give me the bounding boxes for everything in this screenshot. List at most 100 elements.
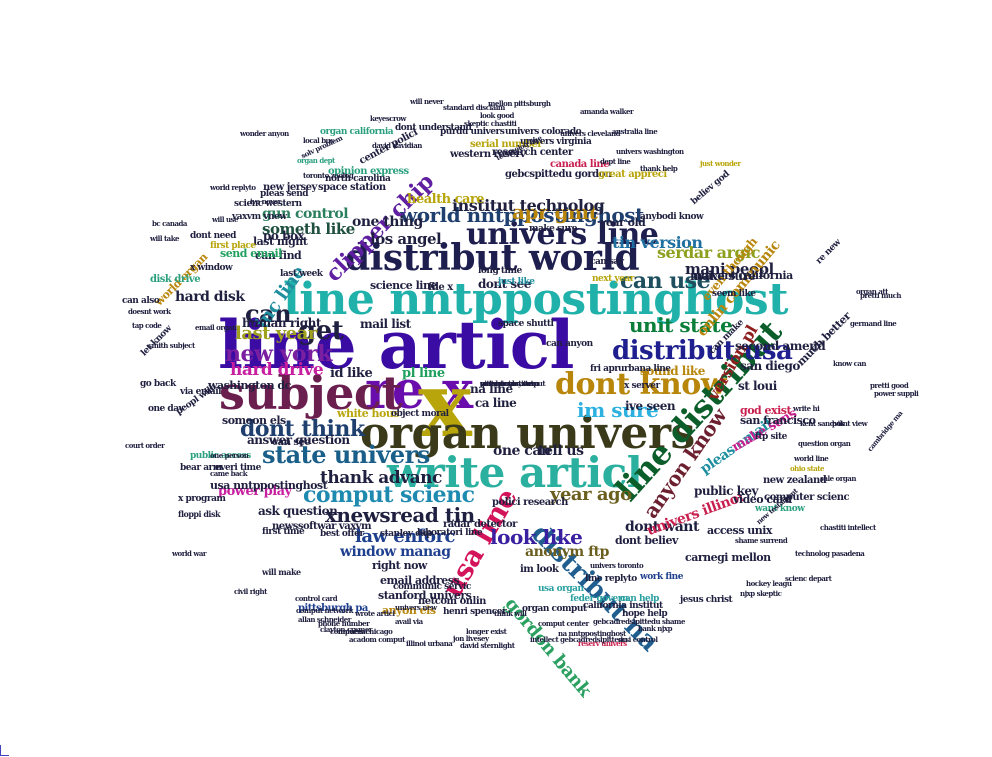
cloud-word: bank njxp xyxy=(638,624,673,633)
cloud-word: reserv univers xyxy=(578,639,627,648)
cloud-word: pl line xyxy=(402,366,445,381)
cloud-word: univers virginia xyxy=(520,137,592,147)
cloud-word: stanley cup xyxy=(380,529,432,539)
cloud-word: can use xyxy=(620,268,711,294)
cloud-word: los angel xyxy=(370,230,442,248)
cloud-word: last year xyxy=(235,323,317,344)
cloud-word: scienc depart xyxy=(785,574,832,583)
cloud-word: radar detector xyxy=(443,519,517,530)
cloud-word: hard drive xyxy=(230,360,324,380)
cloud-word: dont need xyxy=(190,231,236,241)
cloud-word: god exist xyxy=(740,404,792,417)
cloud-word: year old xyxy=(600,216,646,229)
cloud-word: last night xyxy=(253,235,308,248)
cloud-word: vaxvm vnew xyxy=(232,212,287,222)
cloud-word: scsi control xyxy=(618,635,658,644)
cloud-word: file x xyxy=(428,282,453,293)
cloud-word: white hous xyxy=(337,407,400,420)
cloud-word: amanda walker xyxy=(580,107,634,116)
cloud-word: newssoftwar vaxvm xyxy=(272,521,372,532)
cloud-word: pretti much xyxy=(860,291,901,300)
cloud-word: institut technolog xyxy=(452,196,605,215)
cloud-word: just like xyxy=(498,277,535,287)
cloud-word: feder govern xyxy=(570,594,629,604)
cloud-word: allan schneider xyxy=(298,615,351,624)
cloud-word: georgia institut xyxy=(480,379,534,388)
cloud-word: comput network xyxy=(296,606,354,615)
cloud-word: avail via xyxy=(395,617,423,626)
cloud-word: first place xyxy=(210,241,256,251)
cloud-word: san diego xyxy=(740,359,800,373)
cloud-word: new zealand xyxy=(763,475,827,486)
cloud-word: question organ xyxy=(798,439,851,448)
cloud-word: new jersey xyxy=(263,182,317,193)
cloud-word: serial number xyxy=(470,139,543,150)
cloud-word: can also xyxy=(122,296,160,306)
cloud-word: space station xyxy=(318,182,386,193)
cloud-word: gebcadredslpittedu shame xyxy=(593,617,685,626)
cloud-word: longer exist xyxy=(466,627,507,636)
cloud-word: subject xyxy=(219,366,403,420)
cloud-word: control card xyxy=(295,594,338,603)
cloud-word: just wonder xyxy=(700,159,741,168)
cloud-word: world line xyxy=(794,454,829,463)
cloud-word: email organ xyxy=(195,323,237,332)
cloud-word: one day xyxy=(148,404,184,414)
cloud-word: ftp site xyxy=(755,432,787,442)
cloud-word: health care xyxy=(407,192,485,207)
cloud-word: dont believ xyxy=(615,534,678,547)
cloud-word: will use xyxy=(212,215,238,224)
cloud-word: njxp skeptic xyxy=(740,589,782,598)
cloud-word: write hi xyxy=(793,404,820,413)
cloud-word: power play xyxy=(218,484,292,499)
cloud-word: mellon pittsburgh xyxy=(488,99,551,108)
cloud-word: will never xyxy=(410,97,444,106)
cloud-word: right now xyxy=(372,559,427,572)
cloud-word: fri apr xyxy=(590,364,619,374)
cloud-word: ca line xyxy=(475,396,517,410)
cloud-word: jesus christ xyxy=(680,595,733,605)
cloud-word: st loui xyxy=(738,379,777,393)
cloud-word: one thing xyxy=(352,214,423,230)
cloud-word: usa organ xyxy=(538,584,584,594)
cloud-word: one person xyxy=(210,451,249,460)
cloud-word: po box xyxy=(263,229,305,243)
cloud-word: thank advanc xyxy=(320,468,442,488)
cloud-word: ohio state xyxy=(790,464,824,473)
cloud-word: make sure xyxy=(529,224,578,234)
cloud-word: anybodi know xyxy=(640,212,704,222)
cloud-word: public access xyxy=(190,451,251,461)
cloud-word: mani peopl xyxy=(685,260,774,278)
cloud-word: dont think xyxy=(240,416,365,442)
cloud-word: univers colorado xyxy=(505,127,582,137)
cloud-word: dept line xyxy=(600,157,631,166)
cloud-word: want know xyxy=(755,504,805,514)
cloud-word: phone number xyxy=(318,619,370,628)
cloud-word: someth like xyxy=(262,220,355,238)
cloud-word: sale organ xyxy=(820,474,856,483)
cloud-word: via email xyxy=(180,387,222,397)
cloud-word: computer scienc xyxy=(764,492,850,503)
cloud-word: pleas send xyxy=(260,189,309,199)
cloud-word: ive seen xyxy=(625,399,676,413)
cloud-word: univers toronto xyxy=(590,561,644,570)
cloud-word: world war xyxy=(172,549,207,558)
cloud-word: someon els xyxy=(222,414,286,427)
cloud-word: univers california xyxy=(693,269,793,282)
cloud-word: univers washington xyxy=(616,147,684,156)
cloud-word: sun microsystem xyxy=(480,379,539,388)
cloud-word: canada line xyxy=(550,159,610,170)
cloud-word: x window xyxy=(190,263,233,273)
cloud-word: dont see xyxy=(478,277,531,291)
cloud-word: last week xyxy=(280,269,323,279)
cloud-word: smith subject xyxy=(148,341,195,350)
cloud-word: video card xyxy=(733,493,792,506)
cloud-word: tin version xyxy=(612,233,703,252)
cloud-word: illinoi urbana xyxy=(406,639,453,648)
cloud-word: hockey leagu xyxy=(746,579,792,588)
cloud-word: polici research xyxy=(492,497,568,508)
cloud-word: im sure xyxy=(577,398,659,422)
cloud-word: can see xyxy=(272,437,311,448)
cloud-word: chastiti intellect xyxy=(820,523,876,532)
cloud-word: mail list xyxy=(360,317,411,331)
